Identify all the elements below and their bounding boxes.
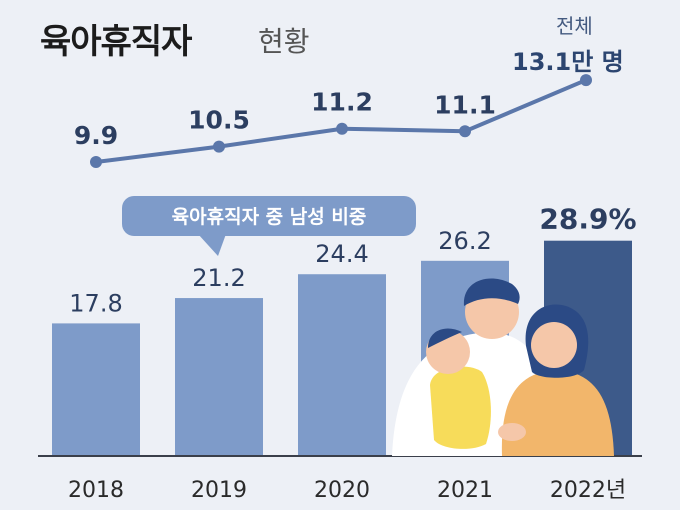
baby-body — [430, 366, 491, 449]
line-points — [90, 74, 592, 168]
line-data-label: 11.2 — [311, 88, 373, 117]
total-label: 전체 — [556, 14, 593, 38]
x-tick-label: 2019 — [191, 478, 247, 503]
line-point — [336, 122, 348, 135]
line-data-labels: 9.9 10.5 11.2 11.1 — [74, 88, 496, 150]
family-illustration — [392, 278, 614, 456]
chart-subtitle: 현황 — [258, 25, 310, 58]
mother-head — [531, 322, 577, 368]
father-hair — [463, 278, 520, 306]
total-value: 13.1만 명 — [512, 48, 624, 76]
x-tick-label: 2020 — [314, 478, 370, 503]
line-point — [213, 140, 225, 153]
bar-data-label: 28.9% — [539, 203, 636, 236]
x-tick-label: 2022년 — [550, 478, 626, 503]
x-tick-labels: 2018 2019 2020 2021 2022년 — [68, 478, 626, 503]
bar — [175, 298, 263, 456]
chart-title: 육아휴직자 — [40, 22, 192, 62]
hand — [498, 423, 526, 441]
x-tick-label: 2018 — [68, 478, 124, 503]
bar — [52, 323, 140, 456]
bar-data-label: 24.4 — [315, 240, 368, 268]
line-point — [90, 156, 102, 168]
bar-data-labels: 17.8 21.2 24.4 26.2 28.9% — [69, 203, 636, 318]
bar-data-label: 17.8 — [69, 289, 122, 317]
annotation-bubble: 육아휴직자 중 남성 비중 — [122, 196, 416, 256]
x-tick-label: 2021 — [437, 478, 493, 503]
line-point — [580, 74, 592, 87]
line-data-label: 9.9 — [74, 121, 118, 150]
line-data-label: 11.1 — [434, 90, 496, 119]
bar-data-label: 26.2 — [438, 227, 491, 255]
bubble-text: 육아휴직자 중 남성 비중 — [172, 206, 367, 228]
line-data-label: 10.5 — [188, 106, 250, 135]
line-point — [459, 125, 471, 138]
bar — [298, 274, 386, 456]
baby-hair — [428, 328, 462, 348]
bar-data-label: 21.2 — [192, 264, 245, 292]
bubble-box — [122, 196, 416, 236]
bubble-tail — [198, 234, 226, 256]
mother-body — [501, 370, 614, 456]
